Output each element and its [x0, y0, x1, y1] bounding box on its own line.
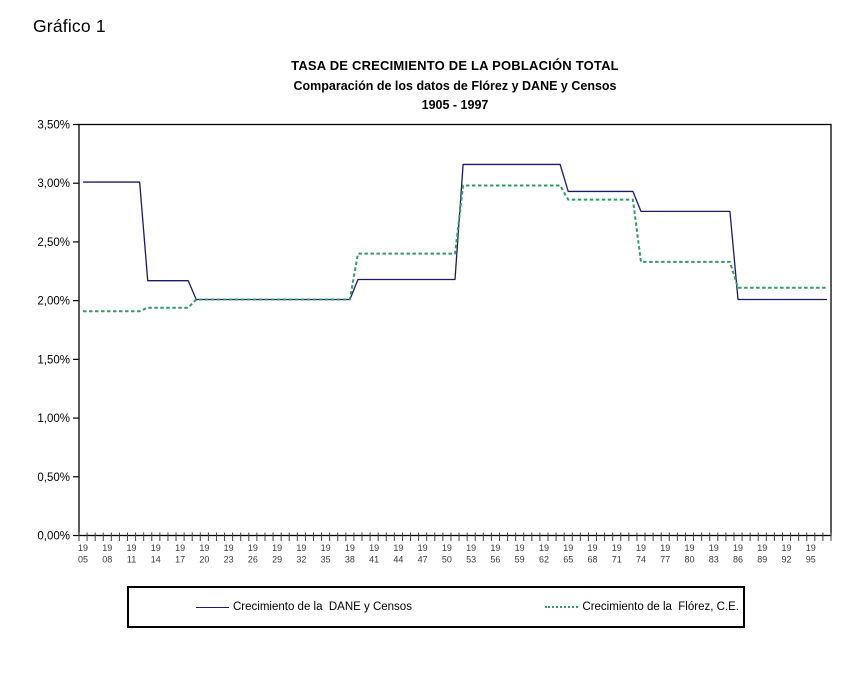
x-tick-label-year: 74 [636, 555, 646, 565]
x-tick-label-century: 19 [660, 543, 670, 553]
legend-item-florez: Crecimiento de la Flórez, C.E. [545, 601, 739, 613]
x-tick-label-century: 19 [102, 543, 112, 553]
x-axis: 19 05 19 08 19 11 19 14 19 17 19 20 19 23 19 26 19 29 19 32… [78, 532, 832, 565]
x-tick-label-century: 19 [248, 543, 258, 553]
x-tick-label-year: 05 [78, 555, 88, 565]
x-tick-label-century: 19 [782, 543, 792, 553]
x-tick-label-year: 65 [563, 555, 573, 565]
x-tick-label-century: 19 [175, 543, 185, 553]
x-tick-label-year: 20 [199, 555, 209, 565]
x-tick-label-year: 26 [248, 555, 258, 565]
x-tick-label-century: 19 [539, 543, 549, 553]
x-tick-label-year: 80 [684, 555, 694, 565]
x-tick-label-year: 38 [345, 555, 355, 565]
x-tick-label-century: 19 [757, 543, 767, 553]
x-tick-label-year: 95 [806, 555, 816, 565]
x-tick-label-year: 62 [539, 555, 549, 565]
x-tick-label-year: 53 [466, 555, 476, 565]
x-tick-label-century: 19 [515, 543, 525, 553]
y-tick-label: 3,00% [37, 178, 70, 190]
x-tick-label-year: 56 [490, 555, 500, 565]
x-tick-label-century: 19 [272, 543, 282, 553]
x-tick-label-century: 19 [612, 543, 622, 553]
x-tick-label-year: 29 [272, 555, 282, 565]
x-tick-label-century: 19 [636, 543, 646, 553]
x-tick-label-century: 19 [418, 543, 428, 553]
y-tick-label: 3,50% [37, 120, 70, 132]
x-tick-label-year: 47 [418, 555, 428, 565]
x-tick-label-year: 23 [224, 555, 234, 565]
x-tick-label-year: 92 [782, 555, 792, 565]
x-tick-label-century: 19 [199, 543, 209, 553]
y-tick-label: 0,00% [37, 531, 70, 543]
x-tick-label-year: 14 [151, 555, 161, 565]
x-tick-label-century: 19 [806, 543, 816, 553]
y-tick-label: 1,50% [37, 354, 70, 366]
y-tick-label: 1,00% [37, 413, 70, 425]
series-line-florez [83, 184, 827, 313]
chart-period: 1905 - 1997 [421, 98, 489, 112]
x-tick-label-century: 19 [224, 543, 234, 553]
chart-title: TASA DE CRECIMIENTO DE LA POBLACIÓN TOTA… [291, 58, 619, 73]
x-tick-label-year: 41 [369, 555, 379, 565]
x-tick-label-century: 19 [78, 543, 88, 553]
x-tick-label-century: 19 [442, 543, 452, 553]
x-tick-label-century: 19 [733, 543, 743, 553]
x-tick-label-century: 19 [369, 543, 379, 553]
x-tick-label-century: 19 [151, 543, 161, 553]
x-tick-label-year: 68 [587, 555, 597, 565]
chart-subtitle: Comparación de los datos de Flórez y DAN… [293, 79, 617, 93]
x-tick-label-century: 19 [490, 543, 500, 553]
x-tick-label-year: 11 [127, 555, 136, 565]
x-tick-label-century: 19 [684, 543, 694, 553]
y-axis: 0,00% 0,50% 1,00% 1,50% 2,00% 2,50% 3,00% 3,50% [37, 120, 79, 543]
x-tick-label-century: 19 [393, 543, 403, 553]
plot-border [78, 123, 832, 537]
x-tick-label-year: 86 [733, 555, 743, 565]
x-tick-label-year: 83 [709, 555, 719, 565]
x-tick-label-year: 32 [296, 555, 306, 565]
x-tick-label-year: 50 [442, 555, 452, 565]
x-tick-label-year: 77 [660, 555, 670, 565]
x-tick-label-century: 19 [563, 543, 573, 553]
x-tick-label-century: 19 [345, 543, 355, 553]
figure-label: Gráfico 1 [33, 16, 106, 36]
y-tick-label: 2,00% [37, 296, 70, 308]
x-tick-label-century: 19 [709, 543, 719, 553]
series-line-dane [83, 163, 827, 301]
x-tick-label-century: 19 [127, 543, 137, 553]
x-tick-label-year: 59 [515, 555, 525, 565]
y-tick-label: 0,50% [37, 472, 70, 484]
x-tick-label-year: 89 [757, 555, 767, 565]
x-tick-label-century: 19 [296, 543, 306, 553]
x-tick-label-year: 08 [102, 555, 112, 565]
legend: Crecimiento de la DANE y Censos Crecimie… [127, 586, 745, 628]
x-tick-label-year: 44 [393, 555, 403, 565]
x-tick-label-year: 71 [612, 555, 622, 565]
x-tick-label-century: 19 [466, 543, 476, 553]
chart-title-block: TASA DE CRECIMIENTO DE LA POBLACIÓN TOTA… [79, 55, 831, 115]
legend-swatch-florez-line-icon [545, 606, 579, 608]
legend-swatch-dane-line-icon [196, 606, 229, 608]
y-tick-label: 2,50% [37, 237, 70, 249]
x-tick-label-century: 19 [587, 543, 597, 553]
x-tick-label-century: 19 [321, 543, 331, 553]
x-tick-label-year: 35 [321, 555, 331, 565]
legend-item-dane: Crecimiento de la DANE y Censos [196, 601, 412, 613]
legend-label-florez: Crecimiento de la Flórez, C.E. [582, 601, 739, 613]
x-tick-label-year: 17 [175, 555, 185, 565]
legend-label-dane: Crecimiento de la DANE y Censos [233, 601, 412, 613]
